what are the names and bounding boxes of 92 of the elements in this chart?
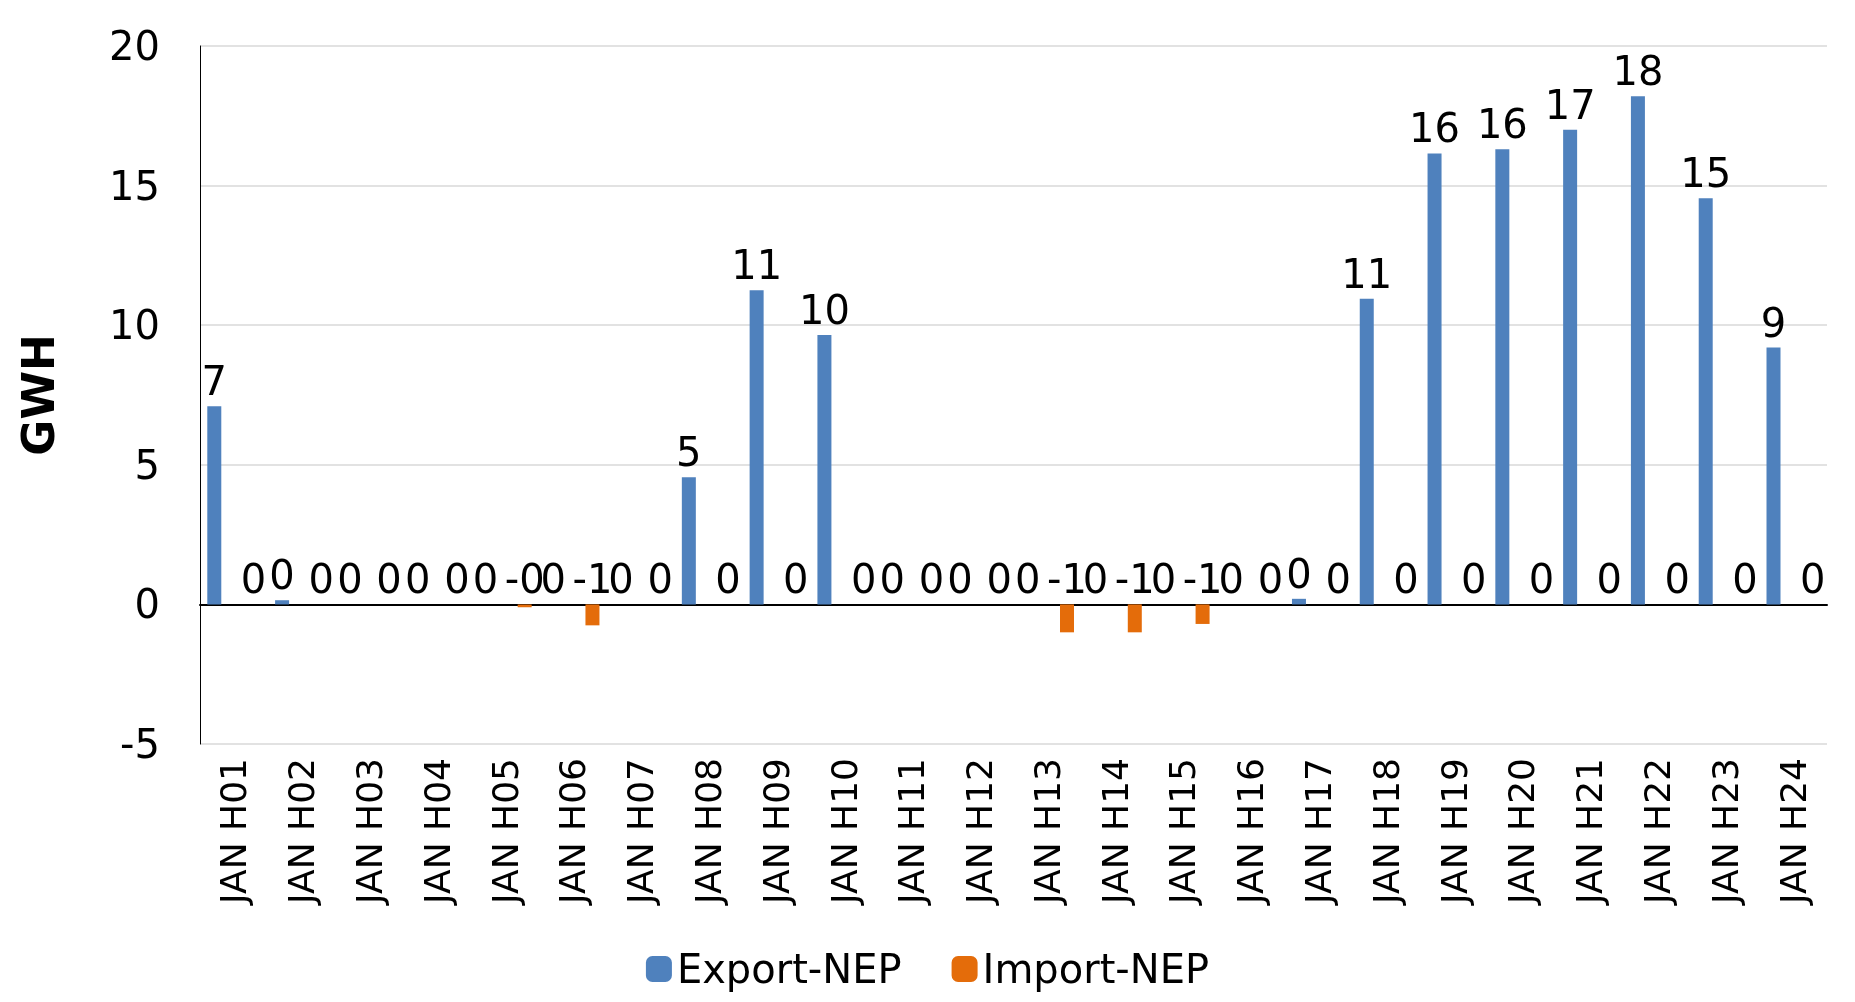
bar bbox=[1698, 198, 1713, 605]
data-label: 11 bbox=[1341, 250, 1393, 297]
bar bbox=[1766, 347, 1781, 605]
bar bbox=[1495, 149, 1510, 605]
legend-label: Export-NEP bbox=[676, 946, 902, 992]
data-label: 0 bbox=[1257, 556, 1284, 603]
data-label: 0 bbox=[1325, 556, 1351, 603]
data-label: 0 bbox=[986, 556, 1012, 603]
x-tick-label: JAN H08 bbox=[687, 758, 729, 906]
x-tick-label: JAN H24 bbox=[1772, 758, 1814, 906]
data-label: 0 bbox=[269, 552, 295, 599]
data-label: 0 bbox=[1664, 556, 1690, 603]
data-label: 0 bbox=[404, 556, 431, 603]
data-label: 0 bbox=[715, 556, 741, 603]
bar bbox=[749, 290, 764, 605]
x-tick-label: JAN H06 bbox=[552, 758, 594, 906]
x-tick-label: JAN H18 bbox=[1365, 758, 1407, 906]
data-label: 0 bbox=[337, 556, 363, 603]
x-tick-label: JAN H17 bbox=[1298, 758, 1340, 906]
x-tick-label: JAN H11 bbox=[891, 758, 933, 906]
x-tick-label: JAN H13 bbox=[1026, 758, 1068, 906]
x-tick-label: JAN H12 bbox=[959, 758, 1001, 906]
y-tick-label: 20 bbox=[109, 23, 160, 69]
x-tick-label: JAN H09 bbox=[755, 758, 797, 906]
x-tick-label: JAN H03 bbox=[348, 758, 390, 906]
data-label: 0 bbox=[608, 556, 634, 603]
data-label: 16 bbox=[1476, 101, 1528, 148]
bar bbox=[1427, 153, 1442, 605]
bar bbox=[681, 477, 696, 605]
x-tick-label: JAN H15 bbox=[1162, 758, 1204, 906]
x-tick-label: JAN H16 bbox=[1230, 758, 1272, 906]
x-tick-label: JAN H21 bbox=[1569, 758, 1611, 906]
bar bbox=[1195, 604, 1210, 624]
y-axis-title: GWH bbox=[12, 334, 64, 456]
x-tick-label: JAN H05 bbox=[484, 758, 526, 906]
x-tick-label: JAN H04 bbox=[416, 758, 458, 906]
data-label: 0 bbox=[1732, 556, 1758, 603]
data-label: 9 bbox=[1760, 299, 1787, 346]
data-label: 0 bbox=[1015, 556, 1041, 603]
data-label: 11 bbox=[731, 242, 783, 289]
bar bbox=[817, 334, 832, 605]
data-label: 0 bbox=[1393, 556, 1419, 603]
x-tick-label: JAN H02 bbox=[281, 758, 323, 906]
y-tick-label: 10 bbox=[109, 302, 160, 349]
x-tick-label: JAN H23 bbox=[1704, 758, 1746, 906]
data-label: 7 bbox=[201, 358, 228, 405]
data-label: 0 bbox=[918, 556, 945, 603]
bar bbox=[275, 600, 290, 605]
data-label: 5 bbox=[676, 429, 702, 476]
x-tick-label: JAN H01 bbox=[213, 758, 255, 906]
data-label: 0 bbox=[783, 556, 809, 603]
bar bbox=[1630, 96, 1645, 605]
data-label: 0 bbox=[1528, 556, 1555, 603]
data-label: 0 bbox=[472, 556, 499, 603]
legend-label: Import-NEP bbox=[982, 946, 1210, 992]
bar bbox=[1563, 129, 1578, 605]
data-label: 0 bbox=[947, 556, 973, 603]
data-label: 0 bbox=[647, 556, 673, 603]
data-label: 17 bbox=[1544, 81, 1596, 128]
x-tick-label: JAN H07 bbox=[620, 758, 662, 906]
x-tick-label: JAN H10 bbox=[823, 758, 865, 906]
y-tick-label: -5 bbox=[120, 721, 160, 767]
data-label: 0 bbox=[1461, 556, 1487, 603]
bar bbox=[1359, 298, 1374, 605]
data-label: 15 bbox=[1680, 150, 1732, 197]
data-label: 18 bbox=[1612, 48, 1664, 95]
data-label: 0 bbox=[879, 556, 905, 603]
y-tick-label: 0 bbox=[134, 581, 160, 628]
data-label: 16 bbox=[1409, 105, 1460, 152]
y-tick-label: 5 bbox=[134, 441, 160, 488]
data-label: 0 bbox=[1596, 556, 1623, 603]
data-label: 0 bbox=[376, 556, 402, 603]
x-tick-label: JAN H19 bbox=[1433, 758, 1475, 906]
data-label: 0 bbox=[444, 556, 470, 603]
data-label: 0 bbox=[308, 556, 335, 603]
y-tick-label: 15 bbox=[109, 162, 160, 209]
data-label: 0 bbox=[850, 556, 877, 603]
bar bbox=[207, 406, 222, 605]
data-label: 0 bbox=[1150, 556, 1177, 603]
bar bbox=[1060, 604, 1074, 633]
data-label: 0 bbox=[1286, 550, 1312, 597]
data-label: 10 bbox=[798, 286, 850, 333]
data-label: 0 bbox=[1218, 556, 1244, 603]
bar bbox=[1291, 598, 1306, 605]
data-label: 0 bbox=[240, 556, 267, 603]
x-tick-label: JAN H22 bbox=[1637, 758, 1679, 906]
bar bbox=[585, 604, 600, 626]
x-tick-label: JAN H20 bbox=[1501, 758, 1543, 906]
bar bbox=[517, 604, 532, 608]
bar bbox=[1127, 604, 1142, 633]
x-tick-label: JAN H14 bbox=[1094, 758, 1136, 906]
data-label: 0 bbox=[1799, 556, 1826, 603]
